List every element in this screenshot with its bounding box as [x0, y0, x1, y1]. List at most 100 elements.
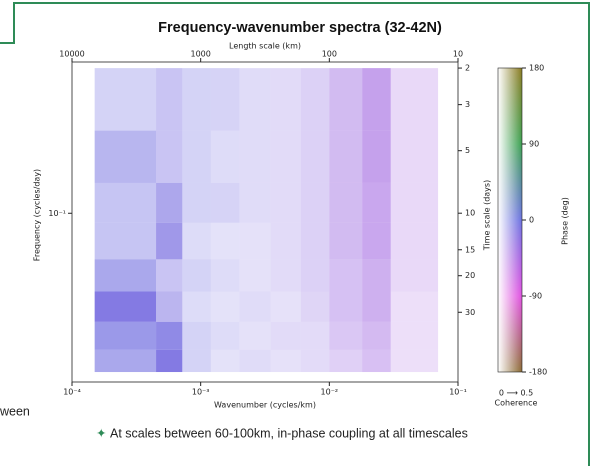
heatmap-cell — [390, 182, 439, 223]
heatmap-cell — [156, 349, 183, 373]
heatmap-cell — [390, 321, 439, 350]
colorbar-tick-label: 180 — [529, 64, 544, 73]
heatmap-cell — [300, 182, 330, 223]
x2-axis-label: Length scale (km) — [229, 42, 301, 51]
colorbar-coherence — [497, 67, 523, 373]
heatmap-cell — [329, 222, 363, 260]
cut-text: ween — [0, 404, 30, 418]
heatmap-cell — [239, 349, 271, 373]
heatmap-cell — [94, 259, 157, 292]
heatmap-cell — [156, 291, 183, 322]
heatmap-cell — [390, 349, 439, 373]
heatmap-cell — [362, 68, 391, 131]
heatmap-cell — [156, 130, 183, 183]
heatmap-cell — [329, 182, 363, 223]
heatmap-cell — [329, 259, 363, 292]
heatmap-cell — [239, 291, 271, 322]
heatmap-cell — [210, 321, 240, 350]
heatmap-cell — [94, 68, 157, 131]
heatmap-cell — [362, 222, 391, 260]
heatmap-cell — [362, 349, 391, 373]
heatmap-cell — [182, 321, 211, 350]
heatmap-cell — [156, 222, 183, 260]
heatmap-cell — [270, 182, 301, 223]
heatmap-cell — [156, 259, 183, 292]
heatmap-cell — [182, 68, 211, 131]
plot-frame — [71, 61, 459, 383]
y2-tick-label: 30 — [465, 308, 475, 317]
heatmap-cell — [270, 222, 301, 260]
x-tick-label: 10⁻² — [321, 388, 339, 397]
heatmap-cell — [210, 68, 240, 131]
coherence-range: 0 ⟶ 0.5 — [499, 389, 533, 398]
y2-tick-label: 10 — [465, 209, 475, 218]
x2-tick-label: 10 — [453, 50, 463, 59]
heatmap-cell — [210, 349, 240, 373]
heatmap-cell — [329, 291, 363, 322]
heatmap-cell — [94, 130, 157, 183]
heatmap-cell — [362, 259, 391, 292]
colorbar-tick-label: -180 — [529, 368, 547, 377]
heatmap-cell — [300, 222, 330, 260]
heatmap-cell — [182, 182, 211, 223]
heatmap-cell — [156, 182, 183, 223]
heatmap-cell — [94, 321, 157, 350]
heatmap-cell — [300, 321, 330, 350]
heatmap-cell — [94, 291, 157, 322]
heatmap-cell — [182, 222, 211, 260]
heatmap-cell — [329, 321, 363, 350]
bullet-icon: ✦ — [96, 426, 107, 440]
y2-tick-label: 2 — [465, 64, 470, 73]
heatmap-cell — [94, 222, 157, 260]
heatmap-cell — [300, 291, 330, 322]
heatmap-cell — [156, 68, 183, 131]
heatmap-cell — [182, 349, 211, 373]
heatmap-cell — [210, 291, 240, 322]
heatmap-cell — [94, 182, 157, 223]
y-axis-label: Frequency (cycles/day) — [33, 169, 42, 261]
heatmap-cell — [270, 259, 301, 292]
heatmap-cell — [300, 349, 330, 373]
heatmap-cell — [270, 291, 301, 322]
x-tick-label: 10⁻¹ — [449, 388, 467, 397]
heatmap-cell — [390, 68, 439, 131]
chart-title: Frequency-wavenumber spectra (32-42N) — [158, 20, 442, 36]
y-tick-label: 10⁻¹ — [48, 209, 66, 218]
x-tick-label: 10⁻³ — [192, 388, 210, 397]
heatmap-cell — [239, 222, 271, 260]
x2-tick-label: 1000 — [190, 50, 210, 59]
coherence-title: Coherence — [495, 399, 538, 408]
heatmap-cell — [239, 130, 271, 183]
heatmap-cell — [362, 182, 391, 223]
heatmap-cell — [239, 321, 271, 350]
heatmap-cell — [329, 349, 363, 373]
colorbar-label: Phase (deg) — [561, 197, 570, 245]
heatmap-cell — [239, 182, 271, 223]
heatmap-cell — [300, 259, 330, 292]
y2-tick-label: 20 — [465, 271, 475, 280]
x-tick-label: 10⁻⁴ — [63, 388, 81, 397]
x-axis-label: Wavenumber (cycles/km) — [214, 401, 316, 410]
heatmap-cell — [210, 182, 240, 223]
heatmap-cell — [300, 68, 330, 131]
bullet-text: At scales between 60-100km, in-phase cou… — [110, 426, 468, 440]
heatmap-cell — [156, 321, 183, 350]
heatmap-cell — [270, 130, 301, 183]
x2-tick-label: 100 — [322, 50, 337, 59]
heatmap-cell — [94, 349, 157, 373]
heatmap-cell — [300, 130, 330, 183]
heatmap-cell — [362, 291, 391, 322]
heatmap-cell — [210, 222, 240, 260]
heatmap-cell — [270, 321, 301, 350]
heatmap-cell — [390, 259, 439, 292]
colorbar-tick-label: 90 — [529, 140, 539, 149]
heatmap-cell — [182, 291, 211, 322]
heatmap-cell — [390, 222, 439, 260]
heatmap-cell — [270, 68, 301, 131]
heatmap-cell — [390, 291, 439, 322]
x2-tick-label: 10000 — [59, 50, 84, 59]
heatmap-cell — [362, 130, 391, 183]
heatmap-cell — [210, 259, 240, 292]
